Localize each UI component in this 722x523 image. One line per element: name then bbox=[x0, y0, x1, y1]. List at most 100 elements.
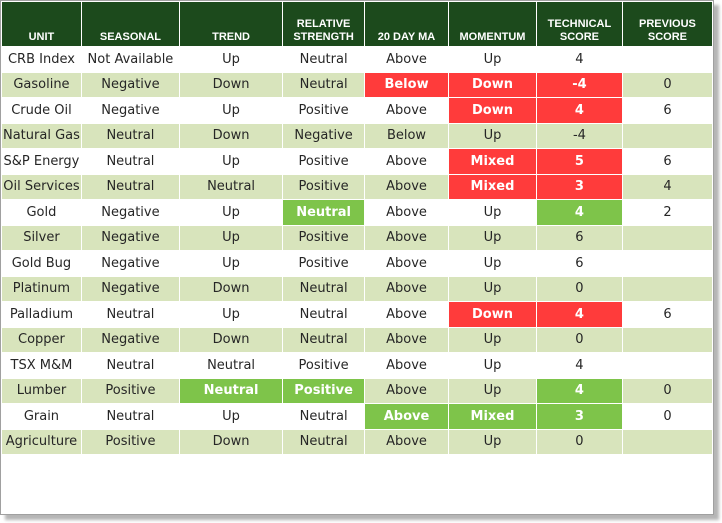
cell-previous-score: 4 bbox=[622, 174, 712, 199]
cell-20-day-ma: Above bbox=[365, 225, 448, 250]
table-row: Gold Negative Up Neutral Above Up 4 2 bbox=[2, 200, 712, 225]
cell-technical-score: 5 bbox=[536, 149, 622, 174]
cell-previous-score bbox=[622, 327, 712, 352]
cell-seasonal: Negative bbox=[81, 251, 179, 276]
cell-trend: Down bbox=[179, 276, 283, 301]
cell-seasonal: Negative bbox=[81, 225, 179, 250]
cell-seasonal: Negative bbox=[81, 98, 179, 123]
cell-seasonal: Negative bbox=[81, 276, 179, 301]
cell-relative-strength: Positive bbox=[283, 174, 365, 199]
cell-20-day-ma: Above bbox=[365, 429, 448, 454]
cell-trend: Up bbox=[179, 302, 283, 327]
cell-technical-score: 4 bbox=[536, 98, 622, 123]
cell-momentum: Up bbox=[448, 353, 536, 378]
table-row: Grain Neutral Up Neutral Above Mixed 3 0 bbox=[2, 404, 712, 429]
cell-previous-score bbox=[622, 47, 712, 72]
table-row: Platinum Negative Down Neutral Above Up 0 bbox=[2, 276, 712, 301]
cell-relative-strength: Positive bbox=[283, 353, 365, 378]
cell-20-day-ma: Above bbox=[365, 98, 448, 123]
cell-trend: Up bbox=[179, 47, 283, 72]
table-row: Gold Bug Negative Up Positive Above Up 6 bbox=[2, 251, 712, 276]
cell-technical-score: 4 bbox=[536, 200, 622, 225]
cell-unit: Gold Bug bbox=[2, 251, 81, 276]
table-row: S&P Energy Neutral Up Positive Above Mixed 5 6 bbox=[2, 149, 712, 174]
cell-20-day-ma: Above bbox=[365, 327, 448, 352]
header-technical-score: TECHNICAL SCORE bbox=[536, 2, 622, 46]
cell-previous-score bbox=[622, 276, 712, 301]
cell-previous-score: 6 bbox=[622, 302, 712, 327]
cell-trend: Neutral bbox=[179, 353, 283, 378]
cell-unit: Lumber bbox=[2, 378, 81, 403]
table-row: Oil Services Neutral Neutral Positive Above M… bbox=[2, 174, 712, 199]
cell-seasonal: Neutral bbox=[81, 123, 179, 148]
cell-unit: CRB Index bbox=[2, 47, 81, 72]
cell-technical-score: 3 bbox=[536, 404, 622, 429]
cell-technical-score: -4 bbox=[536, 72, 622, 97]
cell-unit: Oil Services bbox=[2, 174, 81, 199]
cell-relative-strength: Positive bbox=[283, 149, 365, 174]
cell-relative-strength: Neutral bbox=[283, 200, 365, 225]
cell-technical-score: -4 bbox=[536, 123, 622, 148]
cell-momentum: Up bbox=[448, 200, 536, 225]
cell-unit: Natural Gas bbox=[2, 123, 81, 148]
table-row: Gasoline Negative Down Neutral Below Down -4 0 bbox=[2, 72, 712, 97]
cell-previous-score: 6 bbox=[622, 149, 712, 174]
cell-relative-strength: Positive bbox=[283, 98, 365, 123]
cell-unit: Grain bbox=[2, 404, 81, 429]
cell-unit: Agriculture bbox=[2, 429, 81, 454]
cell-momentum: Up bbox=[448, 251, 536, 276]
cell-seasonal: Negative bbox=[81, 72, 179, 97]
cell-trend: Down bbox=[179, 123, 283, 148]
cell-relative-strength: Neutral bbox=[283, 429, 365, 454]
table-frame: UNIT SEASONAL TREND RELATIVE STRENGTH 20… bbox=[0, 0, 714, 515]
header-row: UNIT SEASONAL TREND RELATIVE STRENGTH 20… bbox=[2, 2, 712, 46]
cell-trend: Up bbox=[179, 149, 283, 174]
cell-momentum: Mixed bbox=[448, 174, 536, 199]
cell-momentum: Up bbox=[448, 225, 536, 250]
cell-unit: Gold bbox=[2, 200, 81, 225]
cell-20-day-ma: Above bbox=[365, 378, 448, 403]
header-20-day-ma: 20 DAY MA bbox=[365, 2, 448, 46]
cell-20-day-ma: Above bbox=[365, 174, 448, 199]
cell-previous-score bbox=[622, 251, 712, 276]
cell-technical-score: 4 bbox=[536, 353, 622, 378]
table-body: CRB Index Not Available Up Neutral Above Up 4 G… bbox=[2, 47, 712, 454]
cell-seasonal: Neutral bbox=[81, 174, 179, 199]
cell-trend: Up bbox=[179, 200, 283, 225]
header-trend: TREND bbox=[179, 2, 283, 46]
cell-20-day-ma: Below bbox=[365, 72, 448, 97]
cell-momentum: Up bbox=[448, 47, 536, 72]
cell-technical-score: 4 bbox=[536, 47, 622, 72]
cell-20-day-ma: Above bbox=[365, 149, 448, 174]
cell-unit: TSX M&M bbox=[2, 353, 81, 378]
cell-previous-score bbox=[622, 225, 712, 250]
cell-momentum: Up bbox=[448, 123, 536, 148]
cell-technical-score: 4 bbox=[536, 302, 622, 327]
cell-technical-score: 4 bbox=[536, 378, 622, 403]
header-previous-score: PREVIOUS SCORE bbox=[622, 2, 712, 46]
table-row: Crude Oil Negative Up Positive Above Down 4 6 bbox=[2, 98, 712, 123]
technical-score-table: UNIT SEASONAL TREND RELATIVE STRENGTH 20… bbox=[1, 1, 713, 455]
table-row: Copper Negative Down Neutral Above Up 0 bbox=[2, 327, 712, 352]
cell-seasonal: Not Available bbox=[81, 47, 179, 72]
cell-unit: Gasoline bbox=[2, 72, 81, 97]
header-relative-strength: RELATIVE STRENGTH bbox=[283, 2, 365, 46]
cell-seasonal: Negative bbox=[81, 327, 179, 352]
cell-previous-score bbox=[622, 123, 712, 148]
cell-relative-strength: Positive bbox=[283, 378, 365, 403]
cell-20-day-ma: Above bbox=[365, 276, 448, 301]
cell-20-day-ma: Above bbox=[365, 404, 448, 429]
cell-trend: Up bbox=[179, 98, 283, 123]
cell-unit: Crude Oil bbox=[2, 98, 81, 123]
cell-20-day-ma: Above bbox=[365, 302, 448, 327]
cell-20-day-ma: Above bbox=[365, 47, 448, 72]
cell-seasonal: Neutral bbox=[81, 353, 179, 378]
cell-technical-score: 0 bbox=[536, 429, 622, 454]
table-header: UNIT SEASONAL TREND RELATIVE STRENGTH 20… bbox=[2, 2, 712, 46]
cell-relative-strength: Positive bbox=[283, 251, 365, 276]
cell-previous-score: 6 bbox=[622, 98, 712, 123]
cell-momentum: Up bbox=[448, 429, 536, 454]
cell-momentum: Up bbox=[448, 378, 536, 403]
table-row: Agriculture Positive Down Neutral Above Up 0 bbox=[2, 429, 712, 454]
cell-technical-score: 6 bbox=[536, 225, 622, 250]
